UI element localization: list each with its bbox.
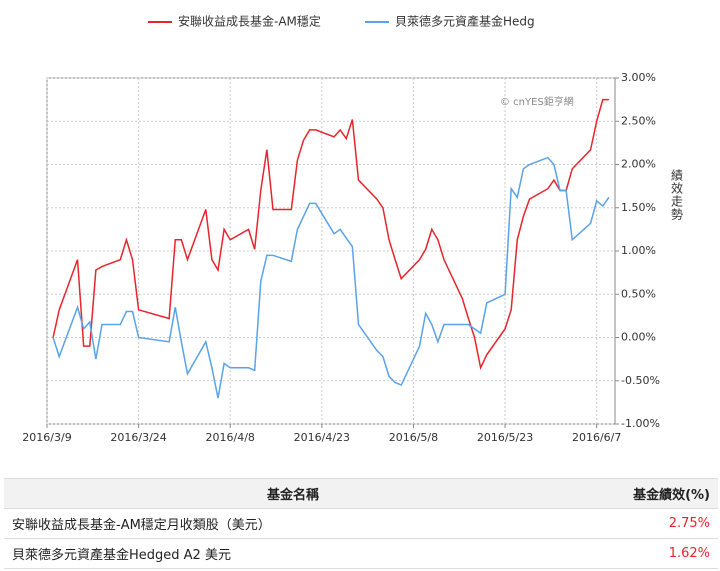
table-row: 安聯收益成長基金-AM穩定月收類股（美元） 2.75% bbox=[4, 508, 718, 539]
y-tick-label: 1.00% bbox=[621, 244, 656, 257]
x-tick-label: 2016/4/23 bbox=[294, 431, 350, 444]
y-tick-label: 3.00% bbox=[621, 71, 656, 84]
x-tick-label: 2016/3/9 bbox=[22, 431, 71, 444]
y-tick-label: 2.50% bbox=[621, 114, 656, 127]
header-name: 基金名稱 bbox=[4, 478, 582, 509]
x-tick-label: 2016/4/8 bbox=[206, 431, 255, 444]
x-tick-label: 2016/3/24 bbox=[110, 431, 166, 444]
y-tick-label: -0.50% bbox=[621, 374, 660, 387]
fund-perf: 1.62% bbox=[582, 538, 718, 569]
fund-name: 貝萊德多元資產基金Hedged A2 美元 bbox=[4, 538, 582, 569]
series-line bbox=[52, 156, 610, 399]
table-row: 貝萊德多元資產基金Hedged A2 美元 1.62% bbox=[4, 538, 718, 569]
series-line bbox=[52, 98, 609, 371]
header-perf: 基金績效(%) bbox=[582, 478, 718, 509]
table-header: 基金名稱 基金績效(%) bbox=[4, 478, 718, 509]
watermark: © cnYES鉅亨網 bbox=[500, 95, 574, 108]
y-tick-label: 1.50% bbox=[621, 201, 656, 214]
fund-name: 安聯收益成長基金-AM穩定月收類股（美元） bbox=[4, 508, 582, 539]
x-tick-label: 2016/5/8 bbox=[389, 431, 438, 444]
chart: © cnYES鉅亨網 績效走勢 -1.00% -0.50% 0.00% 0.50% 1.… bbox=[22, 14, 684, 445]
legend-label: 貝萊德多元資產基金Hedg bbox=[395, 14, 535, 29]
legend-label: 安聯收益成長基金-AM穩定 bbox=[178, 14, 321, 29]
fund-table: 基金名稱 基金績效(%) 安聯收益成長基金-AM穩定月收類股（美元） 2.75%… bbox=[4, 478, 718, 569]
y-tick-label: 2.00% bbox=[621, 158, 656, 171]
x-tick-label: 2016/5/23 bbox=[477, 431, 533, 444]
y-tick-label: 0.00% bbox=[621, 331, 656, 344]
x-tick-label: 2016/6/7 bbox=[572, 431, 621, 444]
fund-perf: 2.75% bbox=[582, 508, 718, 539]
y-tick-label: 0.50% bbox=[621, 287, 656, 300]
y-axis-label: 績效走勢 bbox=[670, 169, 684, 221]
y-tick-label: -1.00% bbox=[621, 417, 660, 430]
